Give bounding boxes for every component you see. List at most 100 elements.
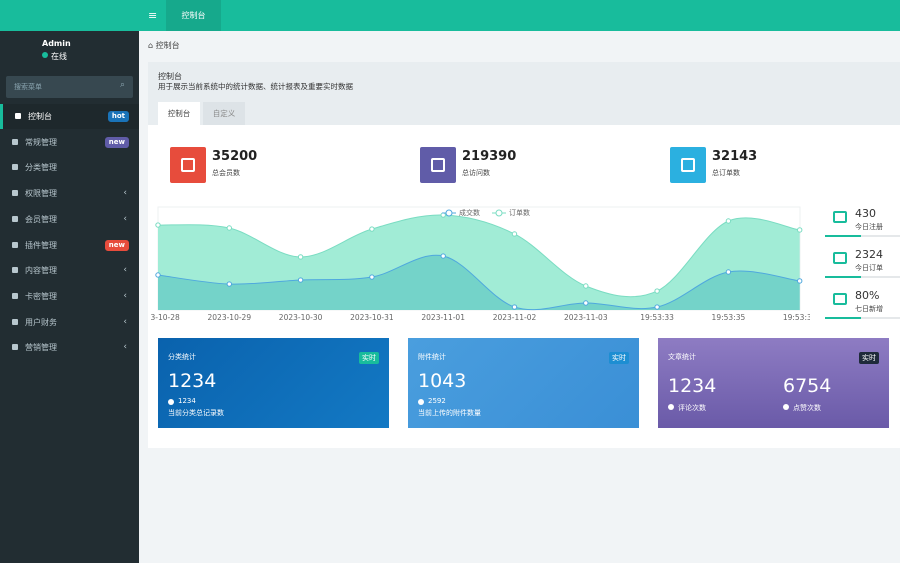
- submenu-arrow: ‹: [123, 213, 127, 224]
- stat-icon: [420, 147, 456, 183]
- menu-icon: [12, 318, 18, 325]
- line: [157, 214, 800, 298]
- panel-tab[interactable]: 控制台: [158, 102, 200, 125]
- menu-badge: hot: [107, 111, 129, 122]
- card-tag: 实时: [859, 352, 879, 364]
- point: [226, 281, 233, 287]
- point: [583, 283, 589, 289]
- point: [440, 253, 446, 259]
- menu-icon: [12, 292, 18, 299]
- x-tick-label: 2023-11-03: [564, 313, 608, 322]
- point: [725, 269, 732, 275]
- panel-tab[interactable]: 自定义: [203, 102, 245, 125]
- submenu-arrow: ‹: [123, 342, 127, 353]
- status-dot: [42, 52, 48, 58]
- menu-label: 控制台: [28, 112, 52, 121]
- mini-value: 2324: [855, 248, 883, 261]
- x-tick-label: 2023-11-02: [493, 313, 537, 322]
- mini-bar: [825, 276, 900, 278]
- breadcrumb: ⌂ 控制台: [148, 41, 180, 50]
- legend-symbol: [495, 209, 503, 217]
- top-tab-label: 控制台: [181, 11, 206, 20]
- menu-label: 常规管理: [25, 137, 57, 147]
- menu-icon: [12, 138, 18, 145]
- sidebar: Admin 在线 搜索菜单 ⌕ 控制台 hot 常规管理 new 分类管理 权限管理 ‹ 会员…: [0, 31, 139, 563]
- point: [797, 278, 803, 284]
- stat-glyph: [431, 158, 445, 172]
- mini-bar: [825, 235, 900, 237]
- menu-item[interactable]: 营销管理 ‹: [0, 335, 139, 360]
- submenu-arrow: ‹: [123, 188, 127, 199]
- menu-item[interactable]: 用户财务 ‹: [0, 310, 139, 335]
- menu-label: 用户财务: [25, 317, 57, 327]
- mini-bar: [825, 317, 900, 319]
- card-value: 6754: [783, 375, 832, 397]
- menu-item[interactable]: 内容管理 ‹: [0, 258, 139, 283]
- x-tick-label: 2023-10-29: [208, 313, 252, 322]
- panel-tab-label: 控制台: [167, 109, 191, 118]
- mini-bar-fill: [825, 317, 861, 319]
- x-tick-label: 2023-10-30: [279, 313, 323, 322]
- card-note: 当前分类总记录数: [168, 409, 224, 417]
- card-value: 1234: [168, 370, 217, 392]
- card-label: 点赞次数: [793, 404, 821, 412]
- menu-item[interactable]: 插件管理 new: [0, 233, 139, 258]
- menu-icon: [12, 344, 18, 351]
- point: [725, 218, 732, 224]
- point: [797, 227, 803, 233]
- card-icon: [168, 399, 174, 405]
- submenu-arrow: ‹: [123, 316, 127, 327]
- top-tab[interactable]: 控制台: [166, 0, 221, 31]
- stat-label: 总访问数: [462, 169, 490, 177]
- stat-card: 文章统计 实时 1234 评论次数 6754 点赞次数: [658, 338, 889, 428]
- point: [511, 231, 518, 237]
- stat-value: 35200: [212, 149, 258, 164]
- menu-toggle[interactable]: ≡: [148, 9, 158, 22]
- submenu-arrow: ‹: [123, 290, 127, 301]
- mini-bar-fill: [825, 276, 861, 278]
- stat-glyph: [681, 158, 695, 172]
- area: [158, 255, 800, 310]
- user-name: Admin: [42, 39, 71, 48]
- stat-card: 分类统计 实时 1234 1234 当前分类总记录数: [158, 338, 389, 428]
- menu-badge: new: [104, 239, 129, 251]
- menu-item[interactable]: 卡密管理 ‹: [0, 284, 139, 309]
- point: [369, 226, 375, 232]
- x-tick-label: 2023-10-28: [150, 313, 180, 322]
- search-box[interactable]: 搜索菜单 ⌕: [6, 76, 133, 98]
- mini-icon: [833, 293, 847, 305]
- panel-title: 控制台: [158, 72, 182, 81]
- menu-item[interactable]: 分类管理: [0, 155, 139, 180]
- search-placeholder: 搜索菜单: [14, 83, 42, 91]
- menu-icon: [12, 241, 18, 248]
- card-sub-value: 1234: [178, 397, 196, 405]
- card-icon: [668, 404, 674, 410]
- menu-icon: [12, 267, 18, 274]
- submenu-arrow: ‹: [123, 265, 127, 276]
- search-icon: ⌕: [119, 80, 125, 90]
- legend-label: 成交数: [459, 208, 480, 217]
- point: [155, 272, 161, 278]
- x-tick-label: 2023-11-01: [421, 313, 465, 322]
- menu-item[interactable]: 权限管理 ‹: [0, 181, 139, 206]
- stat-glyph: [181, 158, 195, 172]
- card-icon: [418, 399, 424, 405]
- panel-heading: 控制台 用于展示当前系统中的统计数据、统计报表及重要实时数据 控制台 自定义: [148, 62, 900, 125]
- point: [155, 222, 161, 228]
- menu-item[interactable]: 会员管理 ‹: [0, 207, 139, 232]
- stat-icon: [170, 147, 206, 183]
- menu-item[interactable]: 常规管理 new: [0, 130, 139, 155]
- card-label: 评论次数: [678, 404, 706, 412]
- panel-tab-label: 自定义: [212, 109, 236, 118]
- menu-label: 分类管理: [25, 163, 57, 173]
- user-status: 在线: [51, 52, 67, 61]
- x-tick-label: 2023-10-31: [350, 313, 394, 322]
- mini-bar-fill: [825, 235, 861, 237]
- card-value: 1043: [418, 370, 467, 392]
- menu-icon: [15, 113, 21, 119]
- stat-icon: [670, 147, 706, 183]
- menu-item[interactable]: 控制台 hot: [0, 104, 139, 129]
- card-title: 分类统计: [168, 353, 196, 361]
- x-tick-label: 19:53:35: [783, 313, 810, 322]
